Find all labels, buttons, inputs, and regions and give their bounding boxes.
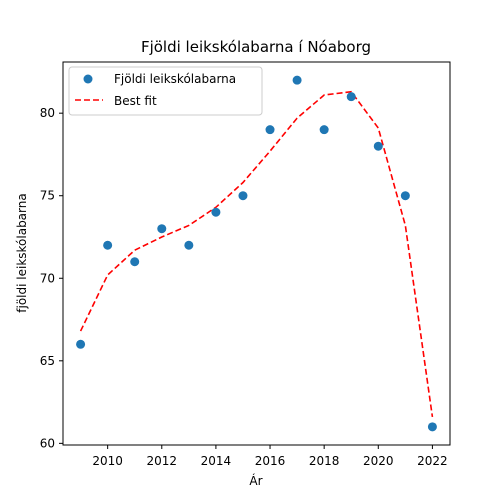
data-point (103, 241, 112, 250)
data-point (130, 257, 139, 266)
x-tick-label: 2016 (255, 454, 286, 468)
legend-marker-scatter (84, 75, 93, 84)
data-point (293, 76, 302, 85)
legend-label-fit: Best fit (114, 94, 157, 108)
x-tick-label: 2020 (363, 454, 394, 468)
data-point (347, 92, 356, 101)
x-tick-label: 2014 (201, 454, 232, 468)
data-point (211, 208, 220, 217)
data-point (320, 125, 329, 134)
x-tick-label: 2022 (417, 454, 448, 468)
chart-title: Fjöldi leikskólabarna í Nóaborg (141, 38, 371, 56)
data-point (401, 191, 410, 200)
data-point (184, 241, 193, 250)
data-point (374, 142, 383, 151)
y-tick-label: 70 (40, 271, 55, 285)
x-tick-label: 2010 (92, 454, 123, 468)
x-tick-label: 2018 (309, 454, 340, 468)
y-tick-label: 75 (40, 189, 55, 203)
legend: Fjöldi leikskólabarna Best fit (69, 67, 262, 115)
y-axis-title: fjöldi leikskólabarna (15, 193, 29, 312)
data-point (428, 422, 437, 431)
data-point (157, 224, 166, 233)
x-axis-title: Ár (249, 473, 262, 488)
data-point (266, 125, 275, 134)
y-tick-label: 65 (40, 354, 55, 368)
legend-label-scatter: Fjöldi leikskólabarna (114, 72, 236, 86)
x-tick-label: 2012 (147, 454, 178, 468)
y-tick-label: 80 (40, 106, 55, 120)
data-point (238, 191, 247, 200)
y-tick-label: 60 (40, 436, 55, 450)
data-point (76, 340, 85, 349)
